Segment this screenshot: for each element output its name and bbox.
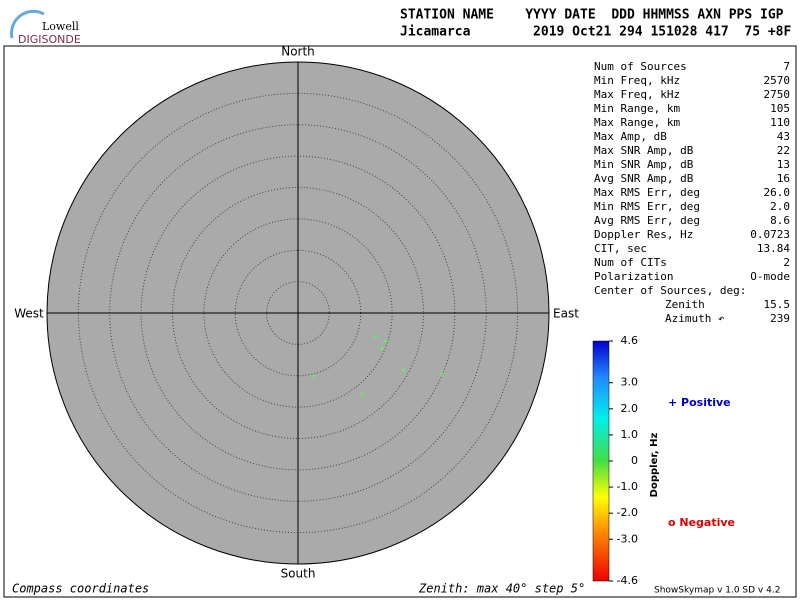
stat-value: 105 (770, 102, 790, 115)
stat-label: Num of CITs (594, 256, 667, 269)
stat-value: 110 (770, 116, 790, 129)
colorbar-tick-label: 3.0 (621, 376, 639, 389)
legend-negative: o Negative (668, 516, 735, 529)
stat-value: 22 (777, 144, 790, 157)
stat-value: O-mode (750, 270, 790, 283)
stat-label: Max SNR Amp, dB (594, 144, 694, 157)
west-label: West (14, 307, 44, 321)
north-label: North (281, 45, 315, 59)
colorbar-tick-label: 0 (631, 454, 638, 467)
stat-value: 26.0 (764, 186, 791, 199)
colorbar-tick-label: 4.6 (621, 334, 639, 347)
source-point (439, 371, 445, 377)
stat-label: Num of Sources (594, 60, 687, 73)
stat-label: Max Range, km (594, 116, 680, 129)
colorbar-tick-label: -3.0 (617, 532, 638, 545)
stat-label: Min RMS Err, deg (594, 200, 700, 213)
footer-left: Compass coordinates (12, 582, 149, 596)
logo-bottom: DIGISONDE (18, 33, 81, 46)
south-label: South (281, 567, 316, 581)
colorbar-tick-label: 2.0 (621, 402, 639, 415)
stat-value: 2570 (764, 74, 791, 87)
colorbar-label: Doppler, Hz (649, 433, 660, 498)
stat-label: Polarization (594, 270, 673, 283)
stat-label: Min Freq, kHz (594, 74, 680, 87)
stat-value: 2.0 (770, 200, 790, 213)
stat-heading: Center of Sources, deg: (594, 284, 746, 297)
stat-label: Max RMS Err, deg (594, 186, 700, 199)
stat-label: Azimuth ↶ (665, 312, 725, 325)
stat-label: Avg SNR Amp, dB (594, 172, 694, 185)
stat-value: 15.5 (764, 298, 791, 311)
stat-label: Avg RMS Err, deg (594, 214, 700, 227)
stat-label: Min Range, km (594, 102, 680, 115)
stat-value: 43 (777, 130, 790, 143)
colorbar (592, 340, 610, 582)
stat-value: 8.6 (770, 214, 790, 227)
colorbar-tick-label: 1.0 (621, 428, 639, 441)
stat-value: 16 (777, 172, 790, 185)
east-label: East (553, 307, 579, 321)
stat-label: Min SNR Amp, dB (594, 158, 694, 171)
stat-label: Zenith (665, 298, 705, 311)
footer-center: Zenith: max 40° step 5° (418, 582, 585, 596)
colorbar-tick-label: -4.6 (617, 574, 638, 587)
frame (3, 45, 797, 598)
stat-value: 239 (770, 312, 790, 325)
stat-value: 7 (783, 60, 790, 73)
stat-label: Max Freq, kHz (594, 88, 680, 101)
legend-positive: + Positive (668, 396, 731, 409)
footer-right: ShowSkymap v 1.0 SD v 4.2 (654, 586, 780, 596)
header-line: STATION NAME YYYY DATE DDD HHMMSS AXN PP… (400, 8, 784, 23)
colorbar-tick-label: -2.0 (617, 506, 638, 519)
source-point (401, 367, 407, 373)
stat-value: 0.0723 (750, 228, 790, 241)
stat-value: 2 (783, 256, 790, 269)
source-point (379, 345, 385, 351)
stat-label: CIT, sec (594, 242, 647, 255)
source-point (373, 333, 379, 339)
stat-value: 2750 (764, 88, 791, 101)
source-point (311, 373, 317, 379)
logo-top: Lowell (42, 20, 79, 33)
stat-value: 13 (777, 158, 790, 171)
source-point (359, 391, 365, 397)
logo-arc (10, 9, 45, 39)
source-point (383, 338, 389, 344)
stat-label: Doppler Res, Hz (594, 228, 693, 241)
header-line: Jicamarca 2019 Oct21 294 151028 417 75 +… (400, 25, 792, 40)
stat-label: Max Amp, dB (594, 130, 667, 143)
stat-value: 13.84 (757, 242, 790, 255)
colorbar-tick-label: -1.0 (617, 480, 638, 493)
